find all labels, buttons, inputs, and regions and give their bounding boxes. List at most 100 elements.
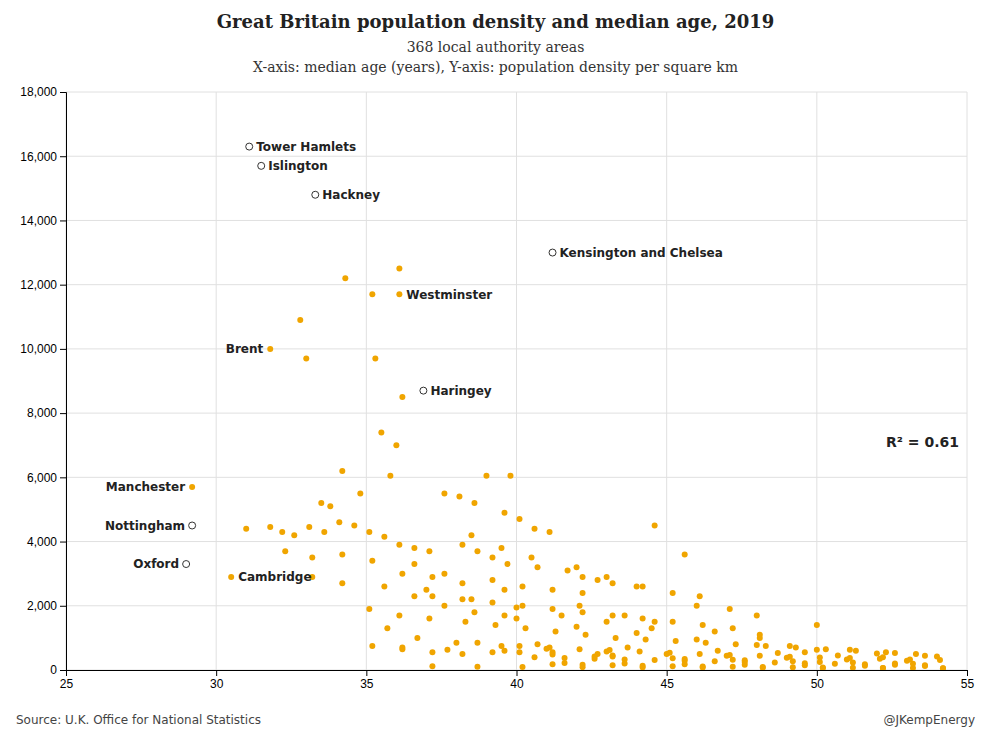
point	[634, 630, 640, 636]
point	[727, 606, 733, 612]
point	[243, 526, 249, 532]
point	[832, 661, 838, 667]
point	[504, 561, 510, 567]
point	[429, 593, 435, 599]
point	[814, 622, 820, 628]
point	[520, 584, 526, 590]
grid	[66, 92, 967, 670]
x-tick-mark	[366, 670, 367, 676]
point	[535, 564, 541, 570]
point	[339, 580, 345, 586]
point	[565, 567, 571, 573]
point	[940, 665, 946, 670]
highlight-point	[183, 561, 190, 568]
point	[489, 577, 495, 583]
y-tick: 8,000	[27, 406, 66, 420]
point	[613, 635, 619, 641]
points	[183, 143, 946, 670]
point	[342, 275, 348, 281]
point	[459, 596, 465, 602]
point	[396, 291, 402, 297]
point	[754, 642, 760, 648]
point	[694, 603, 700, 609]
x-tick-label: 55	[961, 677, 975, 691]
point	[306, 524, 312, 530]
x-tick: 35	[360, 670, 374, 691]
point	[267, 346, 273, 352]
point	[700, 622, 706, 628]
point	[426, 616, 432, 622]
y-axis-line	[60, 93, 67, 671]
x-tick: 45	[660, 670, 674, 691]
point	[483, 473, 489, 479]
y-tick-mark	[60, 670, 66, 671]
x-tick-label: 50	[811, 677, 825, 691]
grid-line-x	[666, 92, 667, 670]
point	[580, 664, 586, 670]
point-label: Nottingham	[105, 519, 185, 533]
y-tick-label: 14,000	[20, 214, 57, 228]
point	[787, 643, 793, 649]
point	[246, 144, 252, 150]
point	[640, 616, 646, 622]
point	[291, 532, 297, 538]
x-tick-mark	[817, 670, 818, 676]
y-tick-mark	[60, 606, 66, 607]
point	[913, 651, 919, 657]
x-tick-mark	[216, 670, 217, 676]
grid-line-y	[66, 92, 967, 93]
point	[730, 625, 736, 631]
y-axis: 02,0004,0006,0008,00010,00012,00014,0001…	[20, 85, 66, 677]
y-tick-label: 2,000	[27, 599, 57, 613]
point	[429, 663, 435, 669]
point-label: Brent	[226, 342, 264, 356]
point	[507, 473, 513, 479]
y-tick: 18,000	[20, 85, 66, 99]
point	[381, 584, 387, 590]
y-tick: 12,000	[20, 278, 66, 292]
y-tick-label: 4,000	[27, 535, 57, 549]
point	[411, 593, 417, 599]
point	[357, 490, 363, 496]
point	[426, 548, 432, 554]
point	[814, 647, 820, 653]
point	[532, 654, 538, 660]
highlight-point	[312, 191, 319, 198]
point	[387, 473, 393, 479]
point	[471, 500, 477, 506]
point	[649, 625, 655, 631]
point	[640, 664, 646, 670]
y-tick-mark	[60, 413, 66, 414]
highlight-point	[189, 522, 196, 529]
point	[760, 664, 766, 670]
point	[444, 647, 450, 653]
point	[742, 662, 748, 668]
point	[562, 660, 568, 666]
point	[610, 653, 616, 659]
point	[535, 641, 541, 647]
point	[793, 645, 799, 651]
y-tick: 2,000	[27, 599, 66, 613]
point	[880, 654, 886, 660]
point	[610, 612, 616, 618]
point	[640, 584, 646, 590]
point	[574, 624, 580, 630]
point-label: Tower Hamlets	[256, 140, 356, 154]
y-tick: 6,000	[27, 471, 66, 485]
point	[802, 649, 808, 655]
point	[862, 663, 868, 669]
grid-line-x	[516, 92, 517, 670]
point	[523, 625, 529, 631]
credit: @JKempEnergy	[883, 713, 975, 727]
point	[682, 551, 688, 557]
point	[468, 596, 474, 602]
subtitle: X-axis: median age (years), Y-axis: popu…	[253, 59, 738, 75]
point	[553, 628, 559, 634]
point	[411, 545, 417, 551]
point	[652, 657, 658, 663]
point	[763, 643, 769, 649]
point	[682, 661, 688, 667]
point	[429, 574, 435, 580]
y-tick-mark	[60, 349, 66, 350]
point	[279, 529, 285, 535]
